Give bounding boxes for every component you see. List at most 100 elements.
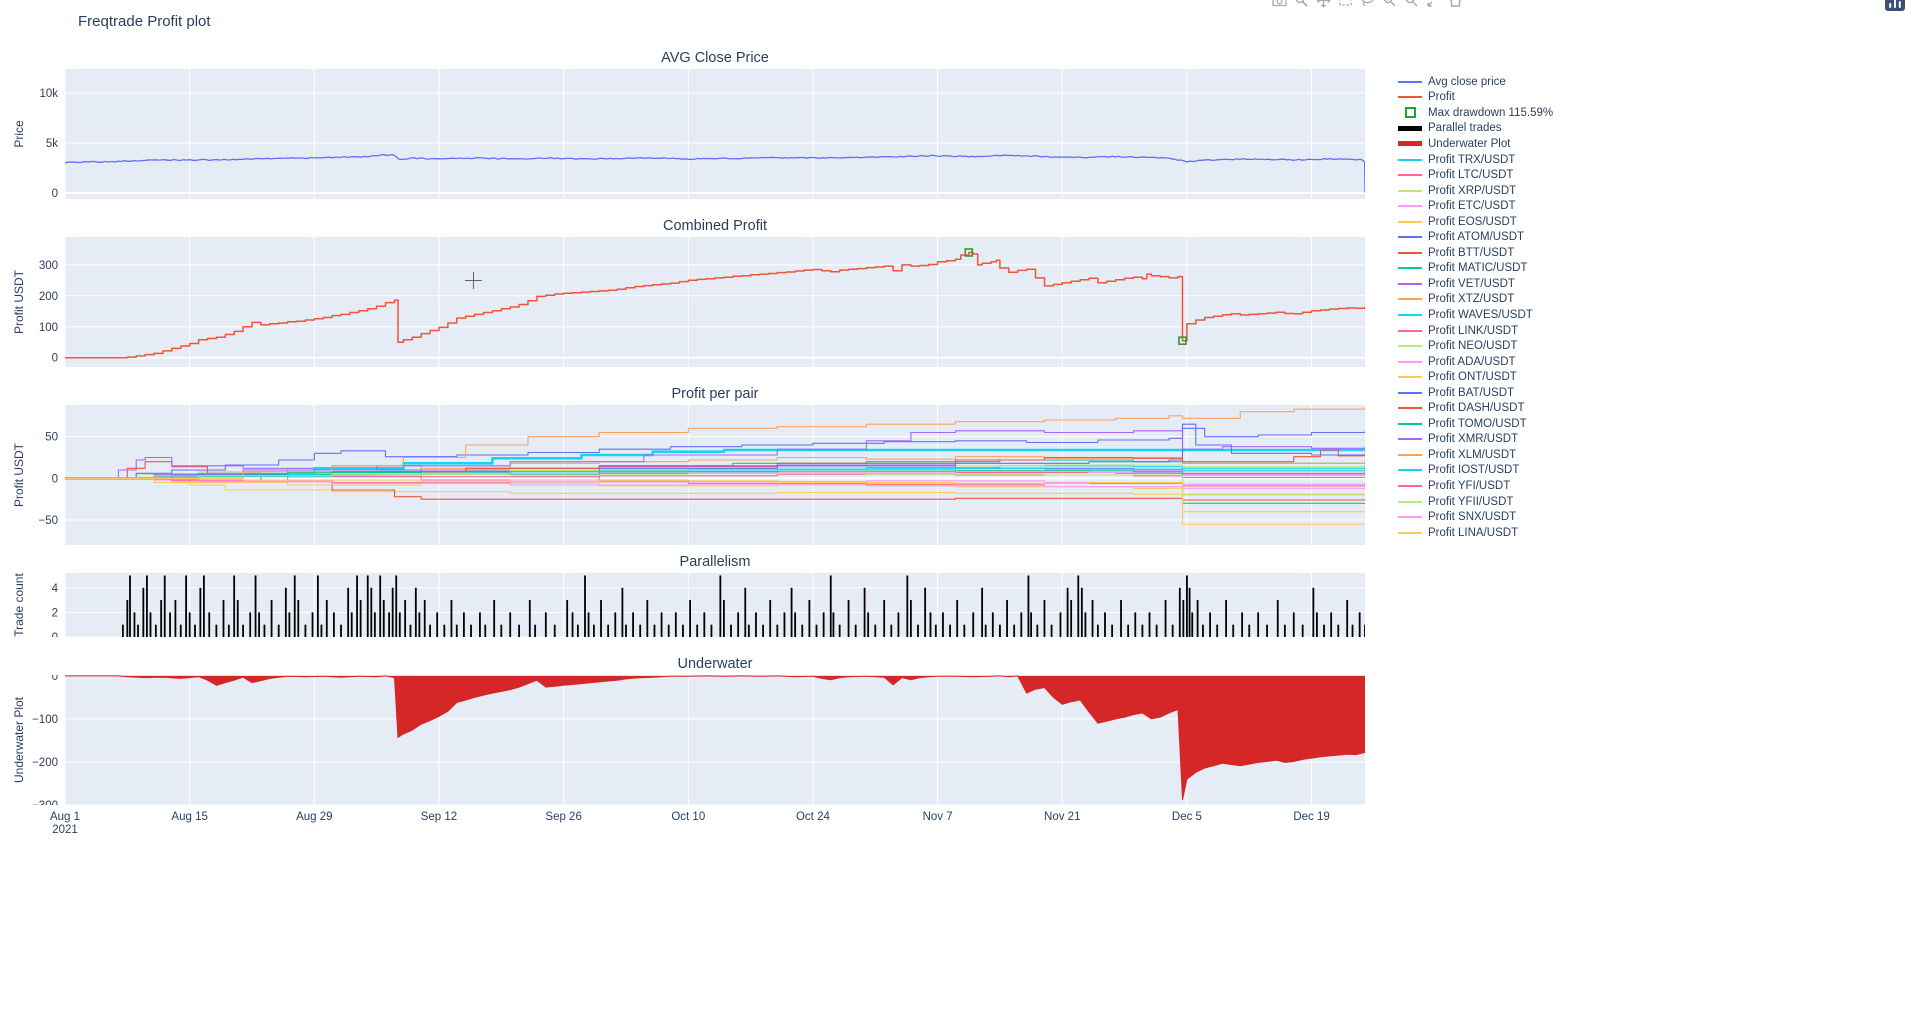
legend-item-label: Profit MATIC/USDT	[1428, 262, 1528, 275]
legend-item-label: Profit BAT/USDT	[1428, 386, 1515, 399]
legend-item-profit-snx-usdt[interactable]: Profit SNX/USDT	[1398, 509, 1553, 525]
legend-sample	[1398, 158, 1422, 161]
underwater-plot[interactable]: 0 −100 −200 −300	[0, 675, 1380, 805]
legend-item-label: Profit	[1428, 91, 1455, 104]
zoom-in-icon[interactable]	[1382, 0, 1397, 8]
legend-item-label: Profit XRP/USDT	[1428, 184, 1517, 197]
legend-item-profit-xrp-usdt[interactable]: Profit XRP/USDT	[1398, 183, 1553, 199]
legend-item-profit-ltc-usdt[interactable]: Profit LTC/USDT	[1398, 167, 1553, 183]
legend-item-label: Profit YFI/USDT	[1428, 479, 1511, 492]
legend-sample	[1398, 329, 1422, 332]
legend-item-label: Profit XTZ/USDT	[1428, 293, 1515, 306]
legend-item-profit-neo-usdt[interactable]: Profit NEO/USDT	[1398, 338, 1553, 354]
lasso-select-icon[interactable]	[1360, 0, 1375, 8]
legend-item-avg-close-price[interactable]: Avg close price	[1398, 74, 1553, 90]
legend-sample	[1398, 313, 1422, 316]
zoom-out-icon[interactable]	[1404, 0, 1419, 8]
page-title: Freqtrade Profit plot	[78, 13, 211, 30]
legend-item-label: Profit XMR/USDT	[1428, 433, 1519, 446]
svg-text:200: 200	[39, 291, 58, 303]
legend-item-label: Max drawdown 115.59%	[1428, 106, 1554, 119]
legend-item-profit-dash-usdt[interactable]: Profit DASH/USDT	[1398, 400, 1553, 416]
legend-item-label: Profit BTT/USDT	[1428, 246, 1515, 259]
legend-item-profit-xmr-usdt[interactable]: Profit XMR/USDT	[1398, 432, 1553, 448]
plotly-logo[interactable]	[1885, 0, 1905, 11]
legend-item-profit-yfii-usdt[interactable]: Profit YFII/USDT	[1398, 494, 1553, 510]
x-tick-label: Nov 21	[1044, 811, 1081, 823]
legend-item-parallel-trades[interactable]: Parallel trades	[1398, 121, 1553, 137]
legend-item-profit-vet-usdt[interactable]: Profit VET/USDT	[1398, 276, 1553, 292]
legend-sample	[1398, 189, 1422, 192]
svg-text:50: 50	[45, 432, 58, 444]
pan-icon[interactable]	[1316, 0, 1331, 8]
autoscale-icon[interactable]	[1426, 0, 1441, 8]
chart-title-parallelism: Parallelism	[679, 554, 751, 570]
legend-item-label: Profit YFII/USDT	[1428, 495, 1514, 508]
legend-item-profit-eos-usdt[interactable]: Profit EOS/USDT	[1398, 214, 1553, 230]
legend-item-profit-trx-usdt[interactable]: Profit TRX/USDT	[1398, 152, 1553, 168]
legend-sample	[1398, 500, 1422, 503]
box-select-icon[interactable]	[1338, 0, 1353, 8]
legend-item-label: Profit ADA/USDT	[1428, 355, 1516, 368]
legend-item-profit-xlm-usdt[interactable]: Profit XLM/USDT	[1398, 447, 1553, 463]
profit-per-pair-plot[interactable]: −50 0 50	[0, 405, 1380, 545]
svg-text:10k: 10k	[39, 88, 58, 100]
legend-item-profit-tomo-usdt[interactable]: Profit TOMO/USDT	[1398, 416, 1553, 432]
svg-text:−100: −100	[32, 714, 58, 726]
legend-sample	[1398, 251, 1422, 254]
svg-text:−200: −200	[32, 757, 58, 769]
legend-sample	[1398, 174, 1422, 177]
legend-item-profit-waves-usdt[interactable]: Profit WAVES/USDT	[1398, 307, 1553, 323]
x-tick-label: Oct 24	[795, 811, 830, 823]
legend-item-profit-etc-usdt[interactable]: Profit ETC/USDT	[1398, 198, 1553, 214]
legend-sample	[1398, 469, 1422, 472]
x-tick-label: Aug 1 2021	[49, 811, 81, 836]
x-tick-label: Nov 7	[922, 811, 953, 823]
x-tick-label: Dec 19	[1293, 811, 1330, 823]
svg-text:0: 0	[52, 632, 58, 637]
camera-icon[interactable]	[1272, 0, 1287, 8]
legend-sample	[1398, 80, 1422, 83]
legend-item-profit-matic-usdt[interactable]: Profit MATIC/USDT	[1398, 261, 1553, 277]
chart-title-profit-per-pair: Profit per pair	[671, 386, 759, 402]
legend-item-label: Profit DASH/USDT	[1428, 402, 1525, 415]
legend-sample	[1398, 345, 1422, 348]
svg-text:0: 0	[52, 675, 58, 683]
avg-close-price-plot[interactable]: 0 5k 10k	[0, 69, 1380, 199]
combined-profit-plot[interactable]: 0 100 200 300	[0, 237, 1380, 367]
svg-text:−300: −300	[32, 800, 58, 805]
legend-sample	[1398, 391, 1422, 394]
legend-item-profit[interactable]: Profit	[1398, 90, 1553, 106]
svg-text:2: 2	[52, 607, 58, 619]
x-axis-tick-labels: Aug 1 2021 Aug 15 Aug 29 Sep 12 Sep 26 Oct 10 O…	[0, 811, 1910, 843]
legend-item-label: Avg close price	[1428, 75, 1506, 88]
legend-item-profit-ont-usdt[interactable]: Profit ONT/USDT	[1398, 369, 1553, 385]
legend-item-profit-iost-usdt[interactable]: Profit IOST/USDT	[1398, 463, 1553, 479]
legend-sample	[1398, 438, 1422, 441]
legend-item-profit-bat-usdt[interactable]: Profit BAT/USDT	[1398, 385, 1553, 401]
legend-item-label: Profit ONT/USDT	[1428, 371, 1517, 384]
reset-axes-icon[interactable]	[1448, 0, 1463, 8]
legend-item-profit-btt-usdt[interactable]: Profit BTT/USDT	[1398, 245, 1553, 261]
legend-item-profit-lina-usdt[interactable]: Profit LINA/USDT	[1398, 525, 1553, 541]
legend-sample	[1398, 376, 1422, 379]
legend-item-profit-link-usdt[interactable]: Profit LINK/USDT	[1398, 323, 1553, 339]
svg-text:−50: −50	[38, 515, 58, 527]
legend-item-profit-atom-usdt[interactable]: Profit ATOM/USDT	[1398, 229, 1553, 245]
x-tick-label: Oct 10	[671, 811, 706, 823]
legend-item-profit-ada-usdt[interactable]: Profit ADA/USDT	[1398, 354, 1553, 370]
zoom-icon[interactable]	[1294, 0, 1309, 8]
legend-sample	[1398, 282, 1422, 285]
legend-sample	[1398, 141, 1422, 147]
legend-sample	[1398, 453, 1422, 456]
legend-item-max-drawdown-115-59-[interactable]: Max drawdown 115.59%	[1398, 105, 1553, 121]
legend-item-profit-yfi-usdt[interactable]: Profit YFI/USDT	[1398, 478, 1553, 494]
legend-item-profit-xtz-usdt[interactable]: Profit XTZ/USDT	[1398, 292, 1553, 308]
legend-item-label: Profit XLM/USDT	[1428, 448, 1517, 461]
legend-sample	[1398, 407, 1422, 410]
legend-item-underwater-plot[interactable]: Underwater Plot	[1398, 136, 1553, 152]
parallelism-plot[interactable]: 0 2 4	[0, 573, 1380, 637]
legend-item-label: Profit LINK/USDT	[1428, 324, 1519, 337]
legend: Avg close price Profit Max drawdown 115.59…	[1398, 74, 1553, 540]
x-tick-label: Sep 12	[420, 811, 458, 823]
